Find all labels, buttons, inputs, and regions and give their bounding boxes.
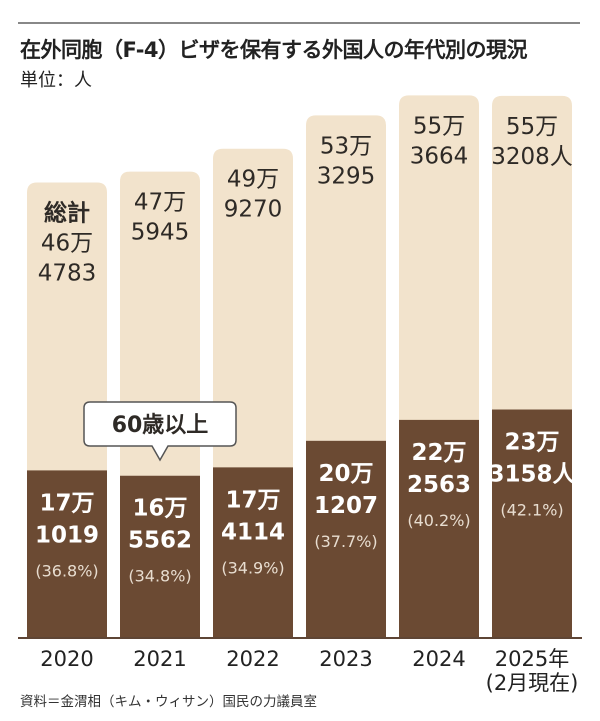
total-label-0: 46万 (41, 231, 93, 257)
total-label-1: 5945 (131, 220, 190, 246)
total-label-4: 55万 (413, 113, 465, 139)
senior-label-2: 4114 (221, 519, 285, 545)
total-label-3: 3295 (317, 163, 376, 189)
bar-senior-5 (492, 409, 572, 638)
senior-label-3: 1207 (314, 493, 378, 519)
senior-pct-label-2: (34.9%) (221, 558, 284, 577)
category-label-4: 2024 (412, 647, 465, 671)
senior-label-5: 3158人 (488, 462, 576, 488)
total-label-0: 4783 (38, 261, 97, 287)
category-label-5: (2月現在) (486, 671, 579, 695)
senior-pct-label-5: (42.1%) (500, 501, 563, 520)
senior-label-0: 17万 (39, 490, 94, 516)
senior-label-3: 20万 (318, 461, 373, 487)
senior-label-4: 2563 (407, 472, 471, 498)
category-label-0: 2020 (40, 647, 93, 671)
chart-title: 在外同胞（F-4）ビザを保有する外国人の年代別の現況 (20, 38, 528, 62)
senior-pct-label-4: (40.2%) (407, 511, 470, 530)
bar-senior-4 (399, 419, 479, 638)
unit-label: 単位：人 (20, 70, 92, 91)
category-label-5: 2025年 (495, 647, 569, 671)
senior-pct-label-3: (37.7%) (314, 532, 377, 551)
bar-senior-1 (120, 475, 200, 638)
category-label-1: 2021 (133, 647, 186, 671)
total-label-5: 3208人 (491, 144, 573, 170)
total-label-2: 49万 (227, 167, 279, 193)
total-label-3: 53万 (320, 133, 372, 159)
senior-pct-label-0: (36.8%) (35, 561, 98, 580)
top-rule (18, 22, 580, 24)
senior-label-0: 1019 (35, 522, 99, 548)
source-note: 資料＝金渭相（キム・ウィサン）国民の力議員室 (20, 694, 317, 710)
total-label-4: 3664 (410, 143, 469, 169)
senior-pct-label-1: (34.8%) (128, 567, 191, 586)
bar-senior-2 (213, 467, 293, 638)
category-label-2: 2022 (226, 647, 279, 671)
total-heading-label: 総計 (44, 200, 90, 227)
callout-bubble (83, 401, 237, 462)
senior-label-5: 23万 (504, 430, 559, 456)
callout-senior: 60歳以上 (83, 401, 237, 462)
senior-label-2: 17万 (225, 487, 280, 513)
total-label-5: 55万 (506, 114, 558, 140)
bar-senior-3 (306, 440, 386, 638)
senior-label-4: 22万 (411, 440, 466, 466)
senior-label-1: 16万 (132, 496, 187, 522)
bar-senior-0 (27, 470, 107, 638)
total-label-2: 9270 (224, 197, 283, 223)
total-label-1: 47万 (134, 190, 186, 216)
callout-text: 60歳以上 (112, 413, 209, 438)
category-label-3: 2023 (319, 647, 372, 671)
senior-label-1: 5562 (128, 528, 192, 554)
